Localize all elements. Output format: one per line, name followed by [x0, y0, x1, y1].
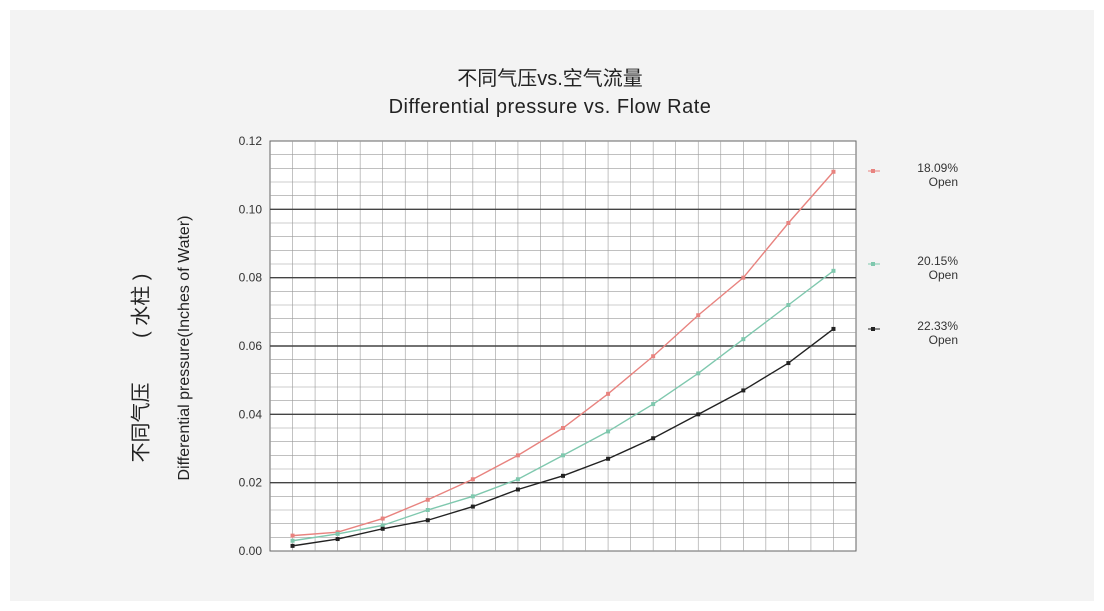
data-point	[515, 487, 520, 492]
data-point	[335, 537, 340, 542]
data-point	[290, 543, 295, 548]
legend-marker	[871, 327, 875, 331]
data-point	[380, 516, 385, 521]
data-point	[741, 337, 746, 342]
data-point	[515, 477, 520, 482]
data-point	[696, 412, 701, 417]
y-tick-label: 0.04	[239, 407, 263, 421]
y-tick-label: 0.12	[239, 134, 263, 148]
data-point	[561, 453, 565, 458]
legend-label: 18.09%	[917, 161, 958, 175]
data-point	[606, 456, 611, 461]
data-point	[831, 169, 836, 174]
data-point	[425, 508, 430, 512]
data-point	[561, 473, 565, 478]
data-point	[831, 268, 836, 273]
y-tick-label: 0.10	[239, 202, 263, 216]
data-point	[425, 518, 430, 523]
y-tick-label: 0.00	[239, 544, 263, 558]
data-point	[741, 275, 746, 280]
data-point	[651, 354, 656, 359]
data-point	[651, 402, 656, 407]
data-point	[831, 326, 836, 331]
data-point	[380, 526, 385, 531]
data-point	[606, 429, 611, 434]
data-point	[380, 523, 385, 528]
legend-label: Open	[929, 333, 958, 347]
y-tick-label: 0.08	[239, 271, 263, 285]
data-point	[786, 303, 791, 307]
data-point	[425, 497, 430, 502]
data-point	[606, 391, 611, 396]
legend-marker	[871, 169, 875, 173]
data-point	[470, 494, 475, 499]
data-point	[290, 538, 295, 543]
y-tick-label: 0.02	[239, 476, 263, 490]
legend-label: 22.33%	[917, 319, 958, 333]
data-point	[561, 426, 565, 430]
data-point	[786, 221, 791, 225]
legend-marker	[871, 262, 875, 266]
data-point	[696, 313, 701, 318]
data-point	[470, 477, 475, 482]
data-point	[741, 388, 746, 393]
data-point	[786, 361, 791, 366]
data-point	[335, 531, 340, 536]
data-point	[290, 533, 295, 538]
legend-label: Open	[929, 175, 958, 189]
data-point	[696, 371, 701, 376]
data-point	[515, 453, 520, 458]
legend-label: 20.15%	[917, 254, 958, 268]
data-point	[470, 504, 475, 509]
chart-title: 不同气压vs.空气流量	[457, 68, 643, 90]
data-point	[651, 436, 656, 441]
legend-label: Open	[929, 268, 958, 282]
chart-subtitle: Differential pressure vs. Flow Rate	[388, 96, 712, 118]
y-tick-label: 0.06	[239, 339, 263, 353]
